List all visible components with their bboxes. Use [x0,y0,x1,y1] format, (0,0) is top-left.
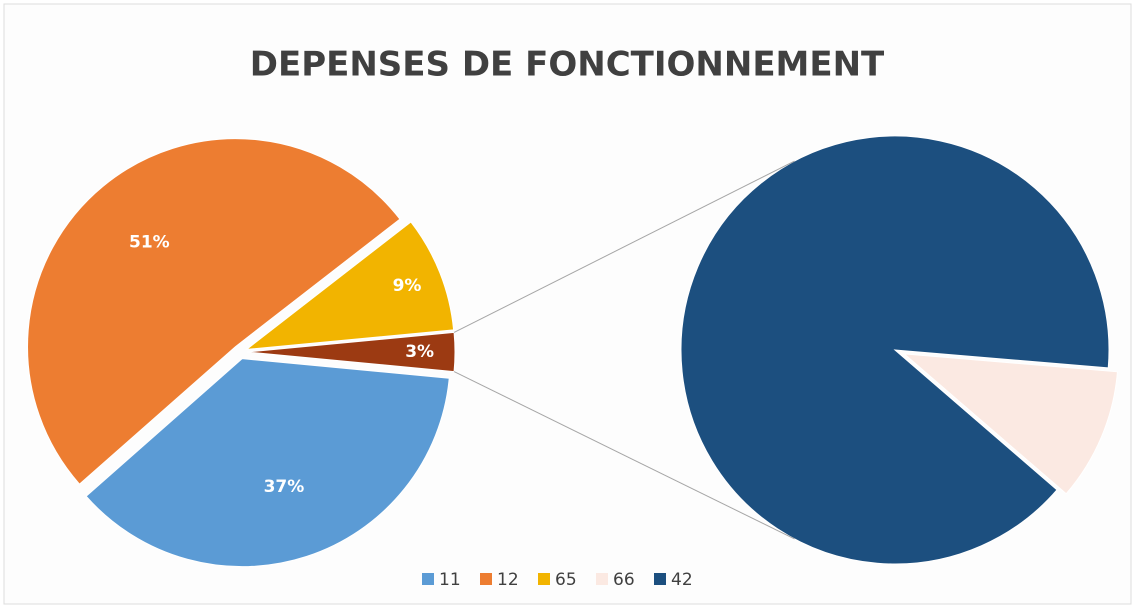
secondary-slice [680,135,1110,565]
data-label: 37% [264,477,305,497]
legend-swatch [480,573,492,585]
data-label: 9% [393,276,422,296]
connector-line [453,160,795,333]
legend-swatch [422,573,434,585]
legend-label: 65 [555,570,577,590]
legend-swatch [654,573,666,585]
other-slice [246,331,456,373]
legend-label: 42 [671,570,693,590]
chart-title: DEPENSES DE FONCTIONNEMENT [250,45,885,85]
legend-label: 66 [613,570,635,590]
pie-slice [85,358,450,568]
pie-slice [27,138,401,485]
legend-swatch [596,573,608,585]
secondary-slice [902,353,1119,495]
legend-label: 11 [439,570,461,590]
data-label: 3% [405,342,434,362]
data-label: 51% [129,232,170,252]
connector-line [453,371,795,540]
legend-label: 12 [497,570,519,590]
pie-slice [244,221,455,351]
legend-swatch [538,573,550,585]
